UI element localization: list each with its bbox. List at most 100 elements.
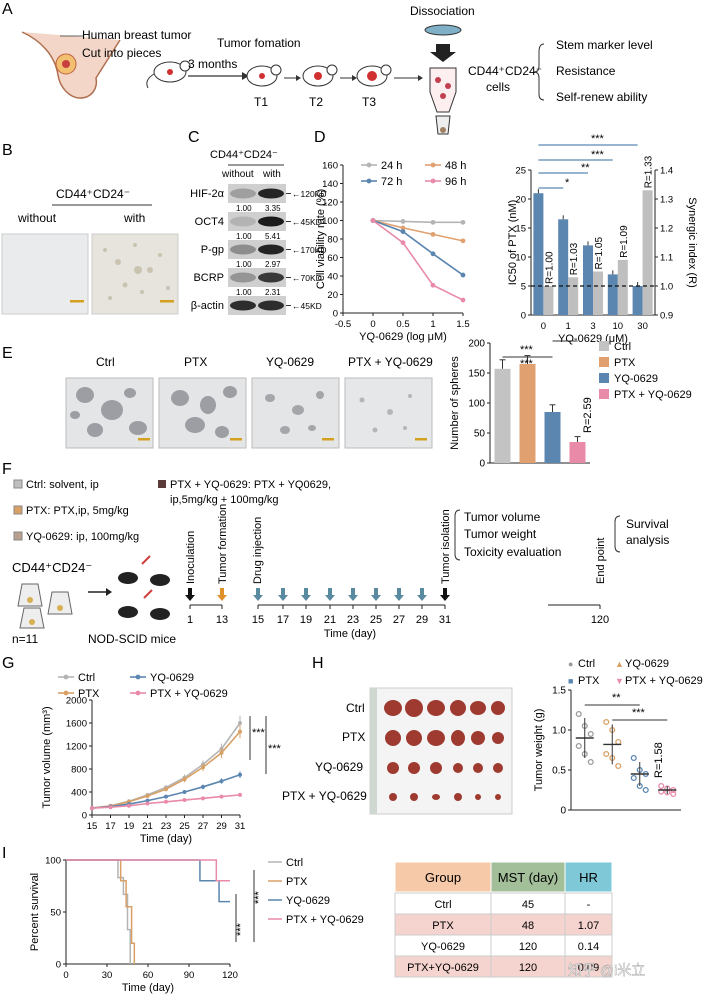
d-sig-2: *** (591, 149, 605, 161)
legend-swatch (599, 373, 609, 383)
x-tick-label: 31 (235, 821, 246, 832)
y-tick-label: 0 (521, 311, 526, 322)
f-legend-3: YQ-0629: ip, 100mg/kg (26, 531, 139, 543)
table-cell (564, 955, 613, 978)
y2-tick-label: 1.2 (660, 224, 673, 235)
y2-tick-label: 1.1 (660, 253, 673, 264)
synergy-bar (617, 259, 628, 315)
blot-band (258, 300, 284, 311)
legend-swatch-ctrl (13, 479, 23, 489)
data-point (108, 805, 113, 810)
blot-band (230, 216, 256, 227)
event-label: Drug injection (252, 517, 264, 584)
h-r-label: R=1.58 (653, 742, 665, 778)
column-icon (429, 67, 457, 113)
y-tick-label: 800 (71, 765, 87, 776)
y-axis-label: Tumor volume (mm³) (41, 706, 53, 808)
table-cell-text: PTX (432, 920, 454, 932)
r-label: R=1.05 (594, 237, 605, 270)
legend-marker: ■ (568, 676, 573, 686)
blot-value: 3.35 (265, 204, 281, 213)
mouse-icons-f (118, 555, 170, 620)
legend-label: Ctrl (286, 857, 303, 869)
y2-tick-label: 1.0 (660, 282, 673, 293)
arrow-head (418, 75, 423, 81)
y-tick-label: 0.5 (552, 766, 566, 777)
table-header-cell (490, 861, 566, 893)
blot-kd: ←45KD (292, 217, 322, 227)
i-sig-1: *** (235, 922, 247, 936)
ic50-bar (558, 219, 569, 315)
y-tick-label: 50 (50, 908, 61, 919)
y-tick-label: 60 (327, 253, 338, 264)
arrow-head (106, 588, 112, 596)
legend-swatch (599, 389, 609, 399)
panel-f: F Ctrl: solvent, ip PTX: PTX,ip, 5mg/kg … (2, 461, 669, 646)
table-cell-text: 0.14 (578, 941, 599, 953)
legend-marker (430, 162, 436, 168)
e-img-label-2: PTX (184, 355, 207, 369)
e-image-yq (251, 377, 340, 449)
legend-label: 48 h (445, 160, 466, 172)
ic50-bar (533, 193, 544, 315)
f-survival-2: analysis (626, 533, 669, 547)
y-tick-label: 0 (479, 459, 485, 470)
f-cells-label: CD44⁺CD24⁻ (12, 560, 92, 575)
data-point (164, 794, 168, 799)
x-tick-label: 29 (216, 821, 227, 832)
table-cell-text: 45 (522, 899, 534, 911)
f-n: n=11 (12, 632, 38, 646)
data-point (182, 790, 187, 794)
x-tick-label: 15 (87, 821, 98, 832)
outcome-1: Stem marker level (556, 38, 653, 52)
ic50-bar (632, 286, 643, 315)
x-tick-label: 19 (124, 821, 135, 832)
y-tick-label: 40 (327, 272, 338, 283)
ic50-bar (607, 274, 618, 315)
injection-arrow-icon (348, 588, 358, 601)
i-chart: 0 50 100 0 30 60 90 120 Time (day) Percent surviv… (29, 856, 364, 995)
y-tick-label: 20 (515, 195, 526, 206)
survival-curve (66, 859, 230, 903)
e-sphere-images (65, 377, 433, 449)
panel-h-letter: H (312, 655, 324, 672)
f-measure-1: Tumor volume (464, 510, 541, 524)
blot-band (230, 272, 256, 283)
timeline-tick-label: 120 (591, 614, 609, 626)
x-tick-label: 1 (430, 319, 435, 330)
data-point (587, 758, 594, 766)
data-point (430, 219, 436, 225)
outcome-3: Self-renew ability (556, 90, 647, 104)
data-point (164, 799, 168, 804)
data-point (575, 742, 582, 750)
data-point (238, 772, 242, 777)
cells-label2: cells (486, 80, 510, 94)
legend-label: PTX + YQ-0629 (286, 914, 364, 926)
x-tick-label: 30 (637, 321, 648, 332)
f-timeline: 1 13 15 17 19 21 23 25 27 29 31 120 Time (day) Inocul… (185, 504, 609, 640)
panel-g-letter: G (2, 655, 14, 672)
table-cell-text: YQ-0629 (421, 941, 465, 953)
y-tick-label: 1.0 (552, 726, 566, 737)
table-header-cell (564, 861, 613, 893)
b-header: CD44⁺CD24⁻ (56, 187, 130, 201)
h-row-3: YQ-0629 (315, 760, 363, 774)
isolation-arrow-icon (440, 588, 450, 601)
data-point (145, 794, 150, 799)
panel-b: B CD44⁺CD24⁻ without with (1, 142, 179, 315)
table-cell-text: 48 (522, 920, 534, 932)
y-tick-label: 25 (515, 166, 526, 177)
legend-label: 96 h (445, 176, 466, 188)
y-tick-label: 1.5 (552, 686, 566, 697)
synergy-bar (568, 277, 579, 315)
data-point (603, 718, 610, 726)
blot-name: OCT4 (195, 216, 224, 228)
series-line-24h (372, 219, 463, 224)
data-point (90, 806, 94, 811)
legend-label: PTX + YQ-0629 (150, 688, 228, 700)
y-axis-label: IC50 of PTX (nM) (507, 200, 519, 286)
sphere-bar (569, 442, 586, 463)
table-header-text: MST (day) (498, 870, 558, 885)
brace (533, 43, 545, 101)
